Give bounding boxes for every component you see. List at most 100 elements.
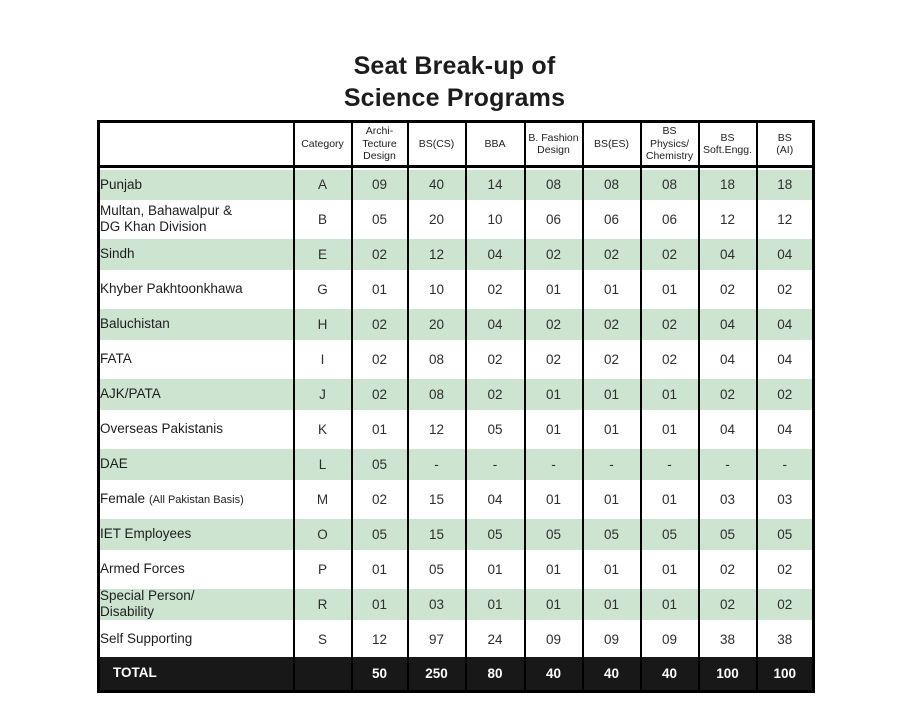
value-cell: 08 (639, 166, 700, 202)
table-row: Self Supporting S 12 97 24 09 09 09 38 38 (97, 621, 815, 657)
category-cell: K (292, 411, 353, 447)
row-label-cell: Baluchistan (97, 306, 295, 342)
value-cell: 02 (581, 306, 642, 342)
value-cell: 04 (697, 341, 758, 377)
value-cell: 02 (697, 551, 758, 587)
category-cell: R (292, 586, 353, 622)
value-cell: 05 (350, 446, 409, 482)
value-cell: 05 (350, 201, 409, 237)
value-cell: 04 (755, 411, 815, 447)
value-cell: 05 (350, 516, 409, 552)
value-cell: 01 (581, 481, 642, 517)
value-cell: 08 (523, 166, 584, 202)
value-cell: 09 (581, 621, 642, 657)
category-cell: E (292, 236, 353, 272)
value-cell: 02 (639, 341, 700, 377)
value-cell: 08 (406, 376, 467, 412)
category-cell: P (292, 551, 353, 587)
value-cell: 40 (406, 166, 467, 202)
value-cell: 01 (350, 551, 409, 587)
value-cell: 01 (639, 551, 700, 587)
value-cell: 12 (755, 201, 815, 237)
value-cell: 02 (350, 341, 409, 377)
value-cell: 06 (581, 201, 642, 237)
value-cell: 02 (523, 306, 584, 342)
value-cell: 01 (639, 586, 700, 622)
row-label-cell: Multan, Bahawalpur & DG Khan Division (97, 201, 295, 237)
table-row: DAE L 05- - - - - - - (97, 446, 815, 482)
category-cell: O (292, 516, 353, 552)
column-header: B. Fashion Design (523, 121, 584, 168)
value-cell: 02 (581, 236, 642, 272)
value-cell: 10 (464, 201, 526, 237)
value-cell: 02 (523, 341, 584, 377)
value-cell: 04 (697, 306, 758, 342)
table-row: Female (All Pakistan Basis) M 02 15 04 01 01 01 0… (97, 481, 815, 517)
value-cell: 01 (523, 376, 584, 412)
value-cell: 09 (350, 166, 409, 202)
value-cell: 01 (523, 586, 584, 622)
column-header: BS(ES) (581, 121, 642, 168)
category-cell: I (292, 341, 353, 377)
row-label-text: Armed Forces (100, 560, 185, 576)
value-cell: 04 (697, 411, 758, 447)
value-cell: 08 (581, 166, 642, 202)
value-cell: 10 (406, 271, 467, 307)
value-cell: 01 (639, 481, 700, 517)
table-row: AJK/PATA J 02 08 02 01 01 01 02 02 (97, 376, 815, 412)
value-cell: 02 (755, 271, 815, 307)
value-cell: 14 (464, 166, 526, 202)
value-cell: 12 (697, 201, 758, 237)
value-cell: 02 (464, 376, 526, 412)
value-cell: 05 (755, 516, 815, 552)
value-cell: 15 (406, 516, 467, 552)
value-cell: 01 (523, 271, 584, 307)
table-row: Punjab A 09 40 14 08 08 08 18 18 (97, 166, 815, 202)
value-cell: 20 (406, 306, 467, 342)
table-row: Sindh E 02 12 04 02 02 02 04 04 (97, 236, 815, 272)
value-cell: 02 (697, 376, 758, 412)
value-cell: 38 (697, 621, 758, 657)
total-value-cell: 40 (581, 656, 642, 692)
table-row: Multan, Bahawalpur & DG Khan Division B 05… (97, 201, 815, 237)
row-label-text: FATA (100, 350, 132, 366)
value-cell: 18 (697, 166, 758, 202)
value-cell: 02 (350, 306, 409, 342)
category-cell: M (292, 481, 353, 517)
total-value-cell: 50 (350, 656, 409, 692)
value-cell: 04 (755, 236, 815, 272)
value-cell: 02 (350, 376, 409, 412)
category-cell: H (292, 306, 353, 342)
value-cell: 05 (406, 551, 467, 587)
value-cell: - (697, 446, 758, 482)
value-cell: 02 (755, 586, 815, 622)
value-cell: 01 (581, 586, 642, 622)
value-cell: 03 (755, 481, 815, 517)
total-value-cell: 40 (523, 656, 584, 692)
value-cell: - (581, 446, 642, 482)
value-cell: 09 (639, 621, 700, 657)
row-label-cell: FATA (97, 341, 295, 377)
table-row: Baluchistan H 02 20 04 02 02 02 04 04 (97, 306, 815, 342)
value-cell: 01 (523, 551, 584, 587)
value-cell: 02 (464, 271, 526, 307)
table-row: Khyber Pakhtoonkhawa G 01 10 02 01 01 01 02 02 (97, 271, 815, 307)
value-cell: 15 (406, 481, 467, 517)
column-header: Category (292, 121, 353, 168)
value-cell: - (523, 446, 584, 482)
row-label-cell: IET Employees (97, 516, 295, 552)
value-cell: 09 (523, 621, 584, 657)
row-label-text: Sindh (100, 245, 135, 261)
total-value-cell: 250 (406, 656, 467, 692)
total-category-cell (292, 656, 353, 692)
value-cell: - (406, 446, 467, 482)
table-row: Special Person/ Disability R 01 03 01 01 01 01 0… (97, 586, 815, 622)
value-cell: 20 (406, 201, 467, 237)
value-cell: 08 (406, 341, 467, 377)
value-cell: 02 (755, 551, 815, 587)
row-label-cell: Female (All Pakistan Basis) (97, 481, 295, 517)
value-cell: 01 (523, 411, 584, 447)
value-cell: 01 (350, 271, 409, 307)
value-cell: 18 (755, 166, 815, 202)
row-label-text: Punjab (100, 176, 143, 192)
